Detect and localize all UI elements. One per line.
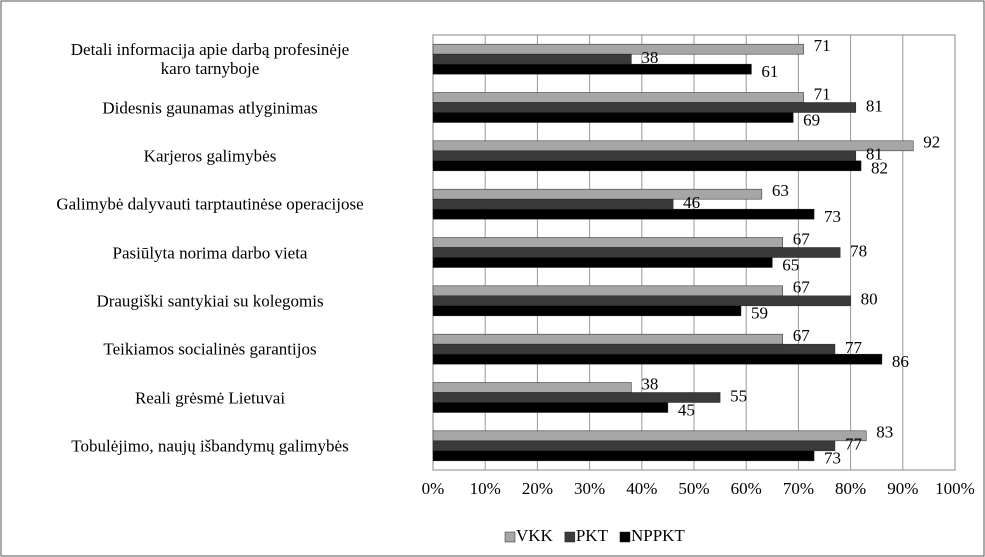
bar <box>432 333 783 345</box>
data-label: 77 <box>845 435 863 454</box>
x-tick-label: 0% <box>422 479 445 498</box>
data-label: 81 <box>866 145 883 164</box>
data-label: 86 <box>892 352 909 371</box>
y-tick-label: Draugiški santykiai su kolegomis <box>96 291 324 311</box>
bar <box>432 237 783 248</box>
data-label: 73 <box>824 207 841 226</box>
data-label: 38 <box>641 374 658 393</box>
bar <box>432 188 763 200</box>
data-label: 92 <box>923 133 940 152</box>
bar <box>432 402 669 413</box>
legend-label: NPPKT <box>631 526 685 545</box>
y-tick-label: Galimybė dalyvauti tarptautinėse operaci… <box>56 194 364 214</box>
bar <box>432 353 883 365</box>
y-tick-label: Pasiūlyta norima darbo vieta <box>112 243 308 262</box>
x-tick-label: 100% <box>935 479 975 498</box>
bar <box>432 43 804 55</box>
x-tick-label: 80% <box>835 479 866 498</box>
data-label: 78 <box>850 241 867 260</box>
bar <box>432 295 851 307</box>
bar <box>432 140 914 152</box>
data-label: 38 <box>641 48 658 67</box>
y-tick-label: Karjeros galimybės <box>143 146 277 166</box>
data-label: 67 <box>793 229 811 248</box>
x-tick-label: 90% <box>887 479 918 498</box>
data-label: 67 <box>793 278 811 297</box>
data-label: 69 <box>803 110 820 129</box>
bar <box>432 53 632 65</box>
bar <box>432 208 815 220</box>
bar <box>432 343 836 355</box>
data-label: 73 <box>824 449 841 468</box>
bar <box>432 150 857 162</box>
data-label: 45 <box>678 400 695 419</box>
bar <box>432 382 632 393</box>
legend-label: PKT <box>576 526 609 545</box>
bar <box>432 63 752 75</box>
y-tick-label: Didesnis gaunamas atlyginimas <box>102 98 318 117</box>
x-tick-label: 40% <box>626 479 657 498</box>
x-tick-label: 30% <box>574 479 605 498</box>
bar <box>432 285 783 297</box>
data-label: 55 <box>730 386 747 405</box>
y-tick-label: Reali grėsmė Lietuvai <box>134 388 286 407</box>
bar <box>432 450 815 462</box>
legend-swatch <box>619 531 631 543</box>
data-label: 61 <box>761 62 778 81</box>
bar <box>432 160 862 172</box>
y-tick-label: Teikiamos socialinės garantijos <box>103 339 317 359</box>
data-label: 81 <box>866 96 883 115</box>
data-label: 80 <box>861 290 878 309</box>
data-label: 67 <box>793 326 811 345</box>
data-label: 71 <box>814 84 831 103</box>
data-label: 63 <box>772 181 789 200</box>
bar <box>432 247 841 258</box>
bar <box>432 305 742 317</box>
bar <box>432 257 773 268</box>
bar <box>432 430 867 442</box>
bar <box>432 112 794 123</box>
data-label: 46 <box>683 193 700 212</box>
x-tick-label: 50% <box>678 479 709 498</box>
x-tick-label: 10% <box>470 479 501 498</box>
data-label: 65 <box>782 255 799 274</box>
data-label: 71 <box>814 36 831 55</box>
data-label: 77 <box>845 338 863 357</box>
bar <box>432 440 836 452</box>
x-tick-label: 60% <box>731 479 762 498</box>
legend-swatch <box>564 531 576 543</box>
data-label: 59 <box>751 304 768 323</box>
legend-label: VKK <box>516 526 554 545</box>
bar <box>432 102 857 113</box>
data-label: 82 <box>871 159 888 178</box>
legend-swatch <box>504 531 516 543</box>
x-tick-label: 20% <box>522 479 553 498</box>
bar <box>432 92 804 103</box>
bar <box>432 198 674 210</box>
x-tick-label: 70% <box>783 479 814 498</box>
y-tick-label: Tobulėjimo, naujų išbandymų galimybės <box>71 436 349 456</box>
data-label: 83 <box>876 423 893 442</box>
y-tick-label: Detali informacija apie darbą profesinėj… <box>70 40 350 79</box>
